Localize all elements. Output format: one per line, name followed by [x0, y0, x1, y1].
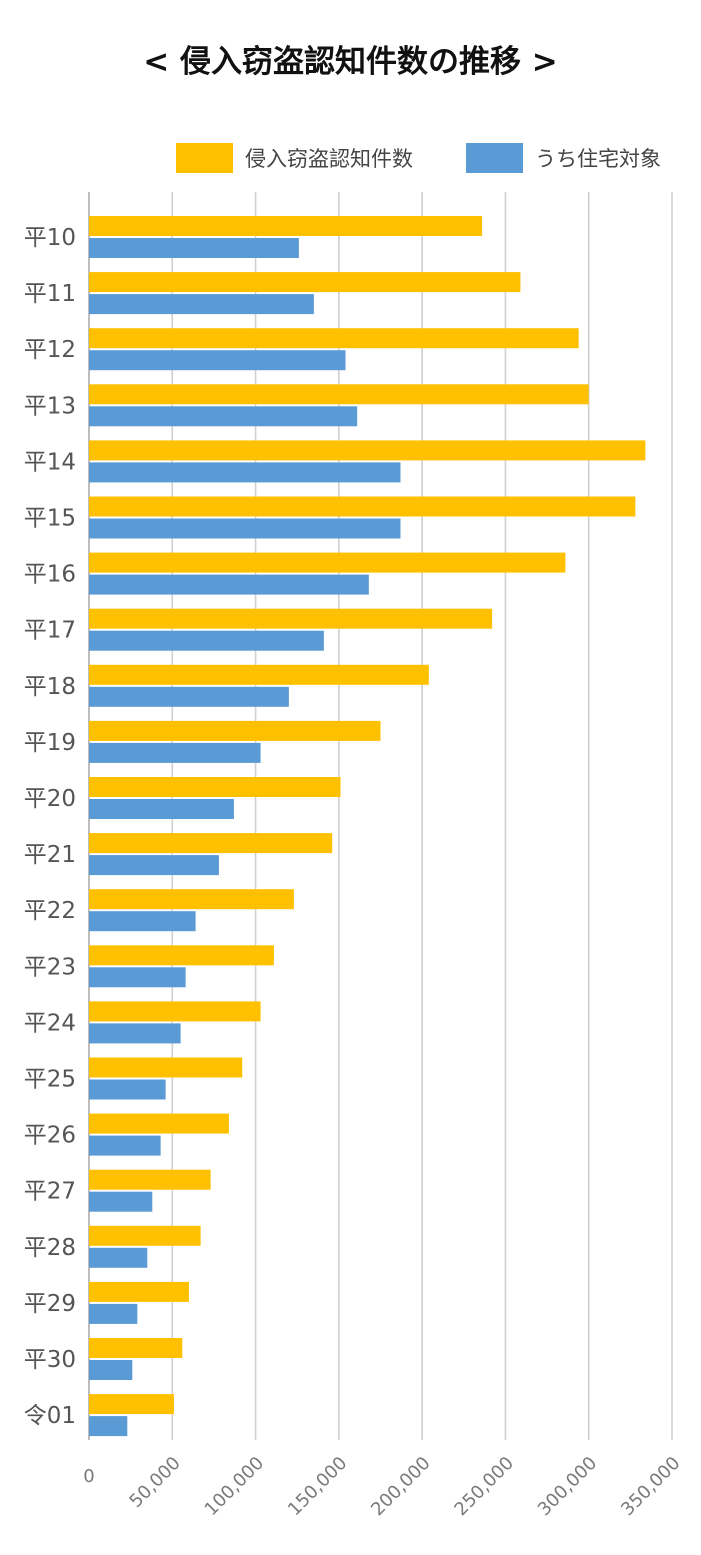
category-label: 平20 — [24, 786, 76, 812]
bar-residential-7 — [89, 630, 324, 651]
bar-total-14 — [89, 1001, 261, 1022]
bar-total-13 — [89, 945, 274, 966]
bar-total-9 — [89, 720, 381, 741]
legend-swatch-residential — [466, 143, 523, 173]
category-label: 平23 — [24, 954, 76, 980]
bar-total-0 — [89, 216, 483, 236]
bar-total-21 — [89, 1394, 174, 1415]
legend-item-residential: うち住宅対象 — [466, 138, 661, 178]
legend-label-total: 侵入窃盗認知件数 — [245, 147, 413, 171]
bar-total-11 — [89, 833, 333, 854]
category-label: 平25 — [24, 1067, 76, 1093]
bar-residential-9 — [89, 742, 261, 763]
bar-residential-16 — [89, 1135, 161, 1156]
bar-residential-14 — [89, 1023, 181, 1044]
category-label: 平13 — [24, 393, 76, 419]
bar-residential-19 — [89, 1303, 138, 1324]
bar-total-12 — [89, 889, 294, 910]
bar-total-3 — [89, 384, 589, 405]
bar-residential-15 — [89, 1079, 166, 1100]
category-label: 平27 — [24, 1179, 76, 1205]
category-label: 平21 — [24, 842, 76, 868]
category-label: 平14 — [24, 449, 76, 475]
bar-total-15 — [89, 1057, 243, 1078]
category-label: 平24 — [24, 1010, 76, 1036]
x-tick-label: 300,000 — [534, 1453, 601, 1520]
bar-residential-13 — [89, 967, 186, 988]
bar-residential-21 — [89, 1416, 128, 1437]
bar-total-8 — [89, 664, 429, 685]
category-label: 平22 — [24, 898, 76, 924]
bar-residential-3 — [89, 406, 358, 427]
category-label: 平26 — [24, 1123, 76, 1149]
bar-total-20 — [89, 1338, 183, 1358]
category-label: 平10 — [24, 225, 76, 251]
category-label: 平18 — [24, 674, 76, 700]
bar-total-2 — [89, 328, 579, 349]
bar-residential-18 — [89, 1247, 148, 1268]
bar-total-18 — [89, 1225, 201, 1246]
category-label: 平11 — [24, 281, 76, 307]
bar-residential-1 — [89, 294, 314, 315]
bar-residential-2 — [89, 350, 346, 371]
legend-label-residential: うち住宅対象 — [535, 147, 661, 171]
bar-total-1 — [89, 272, 521, 293]
bar-total-10 — [89, 777, 341, 797]
x-tick-label: 100,000 — [201, 1453, 268, 1520]
bar-residential-20 — [89, 1360, 133, 1380]
bar-residential-12 — [89, 911, 196, 932]
x-tick-label: 0 — [83, 1466, 94, 1487]
bar-residential-6 — [89, 574, 369, 595]
bar-residential-11 — [89, 855, 219, 876]
category-label: 平15 — [24, 506, 76, 532]
legend: 侵入窃盗認知件数 うち住宅対象 — [0, 138, 701, 178]
bar-residential-0 — [89, 238, 299, 258]
x-tick-label: 250,000 — [450, 1453, 517, 1520]
x-tick-label: 200,000 — [367, 1453, 434, 1520]
bar-total-5 — [89, 496, 636, 517]
x-axis-tick-labels: 0 50,000 100,000 150,000 200,000 250,000 300,0… — [83, 1453, 684, 1520]
legend-swatch-total — [176, 143, 233, 173]
category-label: 平28 — [24, 1235, 76, 1261]
chart-title: < 侵入窃盗認知件数の推移 > — [143, 44, 558, 80]
bar-total-16 — [89, 1113, 229, 1134]
bar-residential-4 — [89, 462, 401, 483]
bar-total-4 — [89, 440, 646, 461]
legend-item-total: 侵入窃盗認知件数 — [176, 138, 413, 178]
bar-total-19 — [89, 1281, 189, 1302]
bar-residential-10 — [89, 799, 234, 819]
category-label: 平19 — [24, 730, 76, 756]
category-label: 平29 — [24, 1291, 76, 1317]
bars — [89, 216, 646, 1437]
bar-total-17 — [89, 1169, 211, 1190]
category-labels: 平10 平11 平12 平13 平14 平15 平16 平17 平18 平19 平20 平21 平22 平… — [24, 225, 76, 1429]
bar-total-6 — [89, 552, 566, 573]
category-label: 平12 — [24, 337, 76, 363]
x-tick-label: 50,000 — [125, 1453, 184, 1512]
category-label: 平17 — [24, 618, 76, 644]
bar-residential-5 — [89, 518, 401, 539]
category-label: 平16 — [24, 562, 76, 588]
category-label: 平30 — [24, 1347, 76, 1373]
x-tick-label: 150,000 — [284, 1453, 351, 1520]
bar-residential-17 — [89, 1191, 153, 1212]
x-tick-label: 350,000 — [617, 1453, 684, 1520]
category-label: 令01 — [24, 1403, 76, 1429]
bar-total-7 — [89, 608, 493, 629]
bar-residential-8 — [89, 686, 289, 707]
